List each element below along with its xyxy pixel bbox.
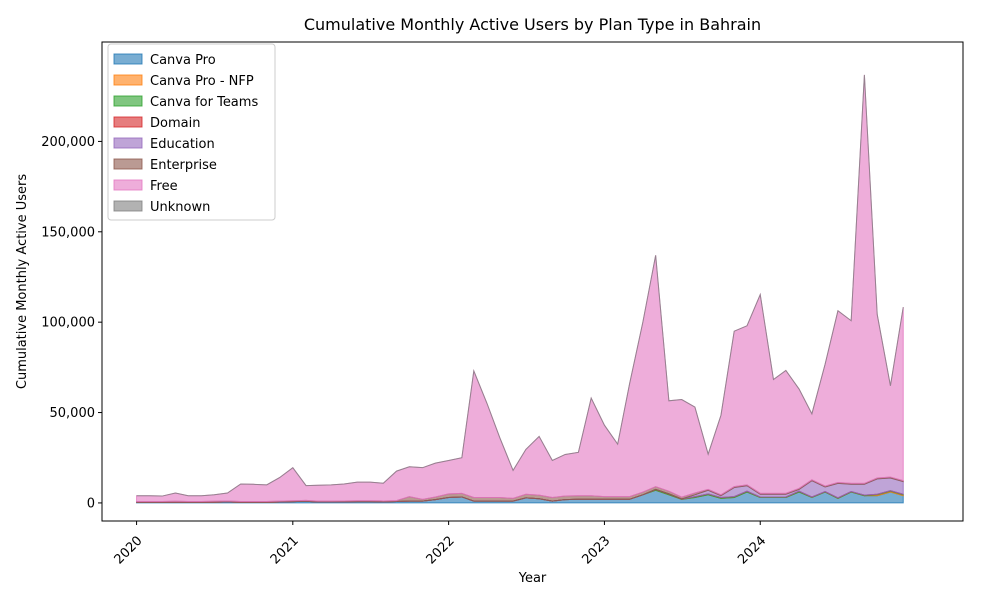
- legend-swatch: [113, 137, 143, 149]
- legend-swatch: [113, 200, 143, 212]
- y-tick-label: 0: [87, 496, 95, 511]
- legend-label: Canva for Teams: [150, 95, 258, 110]
- legend-label: Canva Pro - NFP: [150, 74, 254, 89]
- legend-label: Canva Pro: [150, 53, 216, 68]
- legend-label: Education: [150, 137, 215, 152]
- y-tick-label: 50,000: [50, 406, 96, 421]
- y-axis-label: Cumulative Monthly Active Users: [15, 174, 30, 389]
- areas-layer: [136, 74, 904, 504]
- legend-swatch: [113, 74, 143, 86]
- y-tick-label: 100,000: [41, 316, 95, 331]
- legend-label: Unknown: [150, 200, 210, 215]
- y-tick-label: 150,000: [41, 225, 95, 240]
- plot-frame: [101, 41, 964, 522]
- legend-swatch: [113, 158, 143, 170]
- x-axis-label: Year: [518, 571, 547, 586]
- legend-swatch: [113, 116, 143, 128]
- legend-swatch: [113, 95, 143, 107]
- legend: Canva Pro Canva Pro - NFP Canva for Teams D…: [107, 43, 276, 221]
- legend-box: [107, 43, 276, 221]
- area-series-7: [136, 74, 904, 497]
- y-tick-label: 200,000: [41, 135, 95, 150]
- legend-label: Domain: [150, 116, 200, 131]
- legend-swatch: [113, 53, 143, 65]
- legend-swatch: [113, 179, 143, 191]
- chart-title: Cumulative Monthly Active Users by Plan …: [304, 15, 761, 34]
- y-axis: 0 50,000 100,000 150,000 200,000: [41, 135, 102, 511]
- legend-label: Enterprise: [150, 158, 217, 173]
- legend-label: Free: [150, 179, 178, 194]
